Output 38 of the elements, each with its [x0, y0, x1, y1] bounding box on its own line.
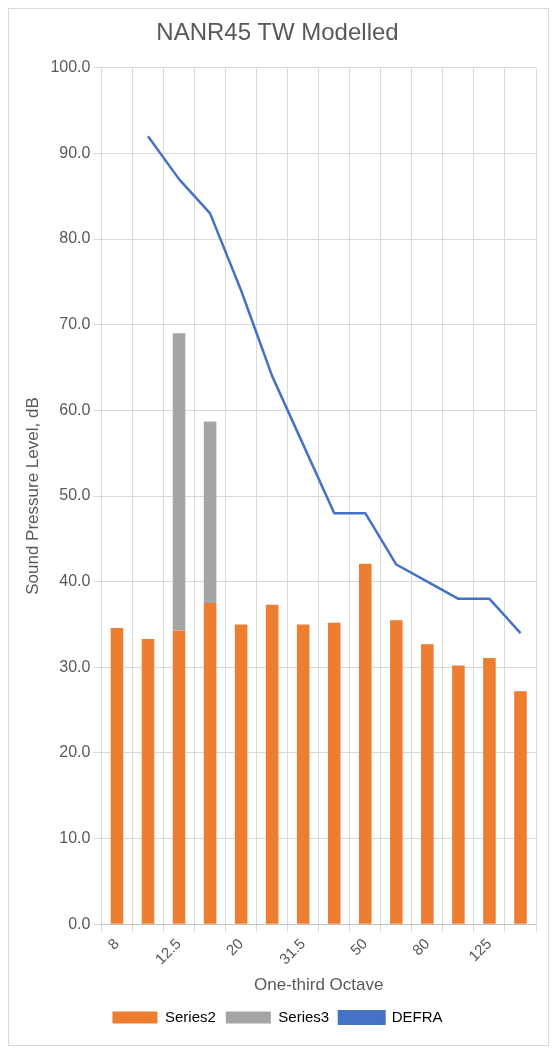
bar	[234, 624, 248, 924]
bar	[483, 657, 496, 924]
x-tick-label: 80	[408, 934, 433, 959]
y-tick-label: 60.0	[59, 400, 91, 418]
legend-label: Series2	[164, 1007, 216, 1025]
y-tick-label: 70.0	[59, 315, 91, 333]
y-tick-label: 90.0	[59, 143, 91, 161]
y-tick-label: 0.0	[68, 914, 91, 932]
y-tick-label: 20.0	[59, 743, 91, 761]
x-tick-label: 20	[222, 934, 247, 959]
bar	[172, 630, 186, 924]
bar	[421, 644, 434, 924]
y-tick-label: 50.0	[59, 486, 91, 504]
x-axis-title: One-third Octave	[253, 975, 384, 995]
y-tick-label: 80.0	[59, 229, 91, 247]
bar	[265, 604, 279, 924]
bar	[358, 563, 372, 924]
bar	[452, 665, 465, 924]
chart-title: NANR45 TW Modelled	[156, 18, 399, 46]
bar	[141, 639, 155, 924]
x-tick-label: 8	[104, 934, 123, 953]
x-tick-label: 125	[464, 934, 495, 965]
bar	[514, 691, 527, 924]
y-tick-label: 30.0	[59, 657, 91, 675]
y-axis-title: Sound Pressure Level, dB	[22, 397, 42, 595]
bar	[172, 333, 186, 631]
y-tick-label: 100.0	[50, 58, 91, 76]
bar	[390, 620, 403, 924]
legend-label: DEFRA	[391, 1007, 443, 1025]
legend-label: Series3	[278, 1007, 330, 1025]
y-tick-label: 40.0	[59, 572, 91, 590]
y-tick-label: 10.0	[59, 828, 91, 846]
bar	[203, 421, 217, 604]
bar	[327, 622, 341, 924]
bar	[296, 624, 310, 924]
bar	[203, 603, 217, 924]
x-tick-label: 50	[346, 934, 371, 959]
bar	[110, 627, 124, 924]
